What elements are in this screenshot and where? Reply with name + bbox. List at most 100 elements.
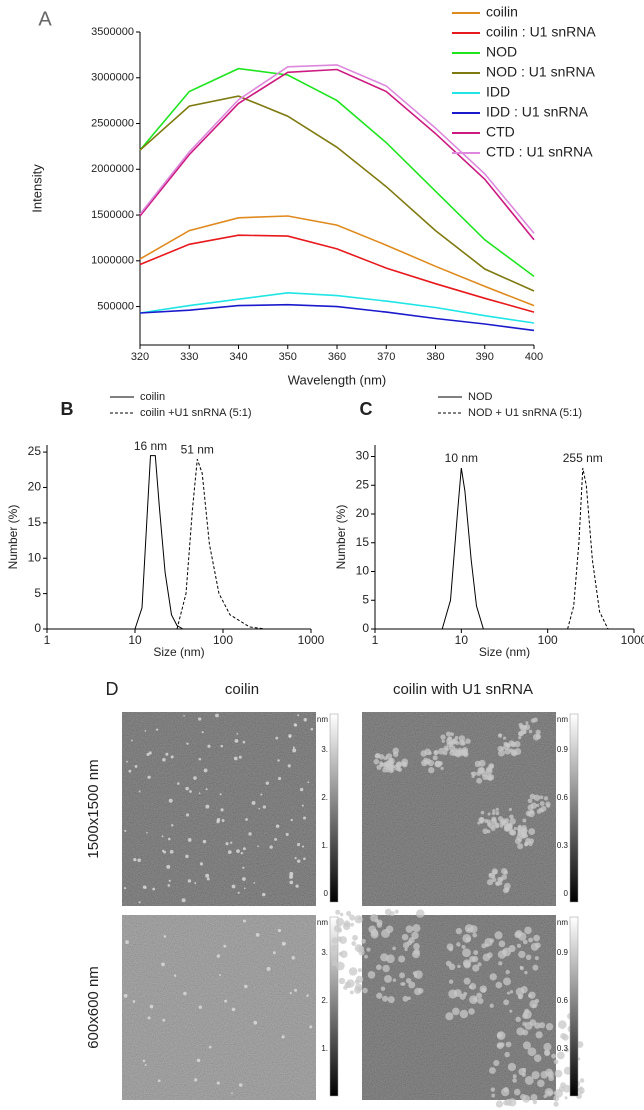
afm-aggregate — [494, 931, 503, 940]
afm-aggregate — [355, 975, 364, 984]
x-tick-label: 1000 — [298, 633, 325, 647]
afm-particle — [142, 885, 147, 889]
afm-aggregate — [518, 730, 525, 737]
series-line — [176, 459, 266, 630]
afm-particle — [166, 864, 171, 869]
afm-aggregate — [461, 944, 466, 950]
afm-aggregate — [451, 749, 455, 753]
afm-aggregate — [534, 1022, 541, 1029]
afm-aggregate — [528, 993, 532, 998]
afm-particle — [216, 1081, 220, 1085]
afm-aggregate — [476, 777, 483, 784]
afm-particle — [275, 824, 280, 828]
panel-label: D — [106, 679, 119, 699]
afm-aggregate — [499, 1042, 505, 1048]
afm-aggregate — [543, 1042, 552, 1051]
afm-aggregate — [505, 969, 510, 975]
afm-aggregate — [411, 931, 419, 940]
afm-particle — [131, 739, 133, 742]
afm-aggregate — [535, 733, 542, 740]
afm-aggregate — [337, 928, 343, 933]
afm-aggregate — [489, 973, 497, 981]
afm-aggregate — [389, 911, 395, 917]
afm-aggregate — [535, 729, 541, 735]
afm-aggregate — [533, 794, 541, 801]
afm-particle — [138, 901, 141, 904]
afm-aggregate — [459, 1009, 469, 1019]
afm-aggregate — [487, 812, 491, 816]
afm-aggregate — [380, 953, 389, 962]
afm-aggregate — [508, 945, 516, 953]
y-axis-label: Number (%) — [334, 505, 348, 570]
afm-particle — [289, 880, 294, 885]
afm-particle — [255, 933, 260, 937]
afm-particle — [242, 866, 245, 869]
afm-particle — [157, 1079, 161, 1083]
series-line — [139, 68, 535, 241]
afm-particle — [225, 842, 229, 846]
afm-aggregate — [519, 965, 523, 969]
afm-noise — [122, 712, 316, 906]
afm-aggregate — [402, 995, 409, 1002]
afm-particle — [277, 759, 280, 762]
afm-aggregate — [522, 939, 528, 945]
afm-aggregate — [497, 745, 504, 752]
y-tick-label: 20 — [356, 506, 370, 520]
afm-aggregate — [551, 1053, 557, 1059]
afm-aggregate — [530, 1094, 538, 1102]
afm-aggregate — [525, 954, 532, 960]
afm-aggregate — [463, 961, 471, 969]
afm-aggregate — [516, 1027, 525, 1036]
afm-particle — [269, 845, 273, 849]
afm-particle — [146, 831, 148, 834]
afm-particle — [144, 1063, 147, 1066]
afm-aggregate — [412, 971, 417, 976]
afm-aggregate — [444, 747, 449, 752]
colorbar-unit: nm — [557, 715, 568, 724]
afm-particle — [187, 879, 192, 883]
x-axis-label: Wavelength (nm) — [288, 372, 387, 387]
afm-aggregate — [553, 1101, 559, 1107]
afm-aggregate — [553, 1059, 559, 1065]
afm-aggregate — [510, 741, 517, 748]
afm-aggregate — [501, 1087, 510, 1097]
x-axis-label: Size (nm) — [479, 645, 530, 659]
afm-aggregate — [518, 824, 522, 829]
afm-aggregate — [331, 944, 339, 952]
y-tick-label: 25 — [356, 477, 370, 491]
afm-aggregate — [362, 987, 368, 994]
afm-particle — [242, 740, 246, 744]
afm-particle — [281, 941, 286, 946]
colorbar-unit: nm — [317, 918, 328, 927]
afm-aggregate — [350, 922, 354, 927]
afm-aggregate — [453, 989, 462, 998]
x-tick-label: 10 — [128, 633, 142, 647]
afm-aggregate — [533, 717, 538, 723]
afm-aggregate — [463, 977, 471, 985]
afm-particle — [303, 857, 306, 861]
afm-particle — [224, 999, 228, 1003]
afm-aggregate — [361, 938, 366, 944]
y-tick-label: 1500000 — [91, 209, 134, 221]
afm-particle — [147, 1016, 151, 1020]
afm-particle — [216, 820, 220, 824]
afm-particle — [162, 758, 166, 762]
afm-particle — [243, 887, 246, 890]
afm-aggregate — [505, 742, 510, 748]
y-tick-label: 15 — [356, 535, 370, 549]
afm-particle — [293, 723, 297, 727]
afm-particle — [206, 877, 210, 881]
panel-label: C — [360, 399, 373, 419]
afm-aggregate — [456, 942, 461, 947]
afm-aggregate — [442, 750, 448, 756]
y-tick-label: 2000000 — [91, 163, 134, 175]
afm-particle — [257, 845, 259, 848]
afm-aggregate — [533, 934, 540, 942]
afm-particle — [296, 842, 301, 847]
afm-aggregate — [373, 758, 380, 765]
afm-aggregate — [518, 735, 522, 740]
colorbar-tick-label: 0.6 — [557, 996, 569, 1005]
y-tick-label: 500000 — [97, 300, 134, 312]
afm-aggregate — [339, 936, 347, 944]
